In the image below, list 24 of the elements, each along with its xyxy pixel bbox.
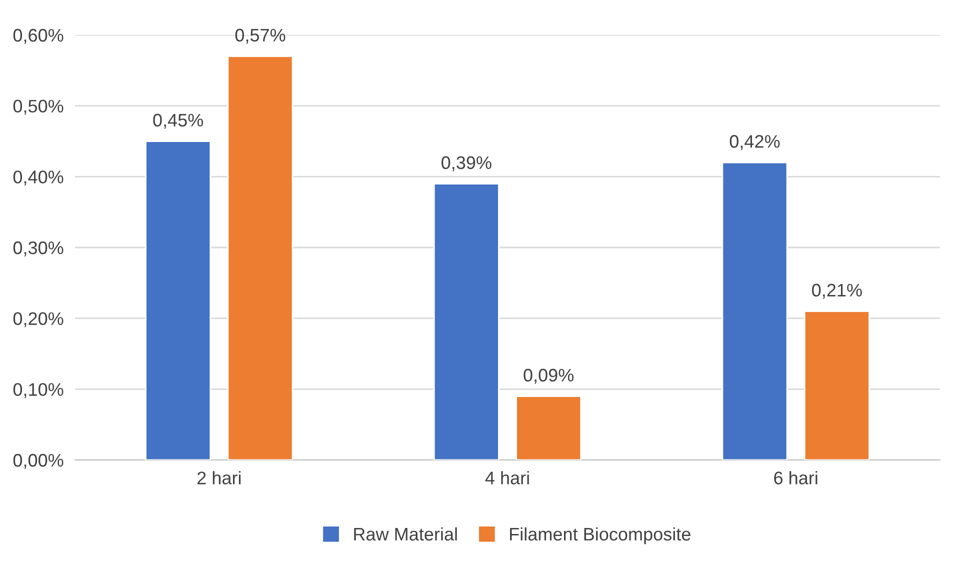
data-label: 0,09% (524, 368, 574, 384)
x-tick-label: 4 hari (485, 471, 529, 484)
bar (433, 183, 500, 460)
bar (227, 56, 294, 460)
y-tick-label: 0,60% (13, 28, 64, 44)
data-label: 0,42% (730, 135, 780, 150)
data-label: 0,45% (153, 114, 204, 129)
data-label: 0,39% (442, 156, 492, 172)
bar (145, 140, 212, 460)
data-label: 0,21% (812, 284, 862, 299)
y-tick-label: 0,30% (13, 241, 64, 256)
bar (804, 310, 870, 460)
y-tick-label: 0,40% (13, 170, 64, 186)
bar (516, 396, 582, 460)
y-tick-label: 0,20% (13, 312, 64, 328)
legend-label: Raw Material (354, 527, 457, 541)
y-tick-label: 0,50% (13, 100, 64, 115)
legend-label: Filament Biocomposite (510, 527, 690, 544)
data-label: 0,57% (235, 28, 286, 44)
bar (722, 162, 788, 460)
y-tick-label: 0,00% (13, 454, 64, 469)
y-tick-label: 0,10% (13, 383, 64, 398)
x-tick-label: 2 hari (197, 471, 241, 484)
x-tick-label: 6 hari (774, 471, 818, 484)
